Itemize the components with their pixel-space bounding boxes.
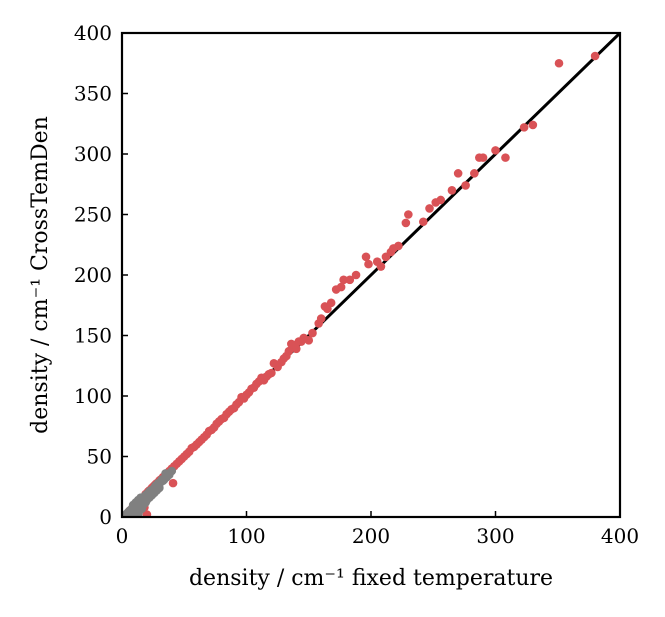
y-tick-label: 0 (99, 505, 112, 529)
x-tick-label: 200 (352, 524, 390, 548)
x-tick-label: 0 (116, 524, 129, 548)
data-point-series-1 (501, 153, 510, 162)
data-point-series-1 (331, 285, 341, 294)
y-tick-label: 50 (87, 445, 112, 469)
y-tick-label: 400 (74, 21, 112, 45)
data-point-series-1 (461, 181, 470, 190)
data-point-series-2 (122, 511, 129, 517)
data-point-series-1 (519, 123, 529, 132)
data-point-series-1 (351, 270, 361, 280)
data-point-series-1 (320, 302, 330, 311)
data-point-series-1 (447, 186, 457, 195)
data-point-series-1 (361, 252, 371, 262)
data-point-series-1 (401, 218, 411, 228)
y-tick-label: 150 (74, 324, 112, 348)
data-point-series-1 (475, 153, 484, 162)
ticks-layer: 0 100 200 300 400 0 50 100 150 200 250 300 350 400 (74, 21, 639, 548)
data-point-series-2 (133, 510, 143, 517)
data-point-series-1 (142, 510, 152, 517)
data-point-series-1 (528, 120, 538, 130)
data-point-series-1 (364, 259, 373, 269)
data-point-series-1 (554, 58, 564, 68)
y-tick-label: 200 (74, 263, 112, 287)
data-point-series-1 (168, 478, 178, 488)
data-point-series-1 (470, 169, 479, 178)
points-layer (122, 51, 600, 517)
data-point-series-1 (431, 198, 441, 207)
data-point-series-1 (287, 339, 296, 349)
y-tick-label: 350 (74, 82, 112, 106)
data-point-series-1 (453, 169, 463, 178)
y-tick-label: 250 (74, 203, 112, 227)
data-point-series-1 (381, 252, 391, 262)
x-tick-label: 300 (476, 524, 514, 548)
data-point-series-1 (404, 210, 413, 219)
y-tick-label: 300 (74, 142, 112, 166)
y-tick-label: 100 (74, 384, 112, 408)
x-tick-label: 400 (601, 524, 639, 548)
data-point-series-1 (372, 257, 382, 266)
data-point-series-1 (345, 275, 355, 285)
x-axis-label: density / cm⁻¹ fixed temperature (189, 566, 553, 591)
data-point-series-1 (308, 328, 317, 338)
data-point-series-1 (269, 359, 279, 368)
x-tick-label: 100 (227, 524, 265, 548)
data-point-series-1 (491, 146, 500, 155)
data-point-series-1 (314, 319, 324, 328)
data-point-series-2 (140, 499, 149, 508)
data-point-series-1 (418, 217, 428, 227)
data-point-series-2 (155, 483, 164, 493)
data-point-series-1 (339, 275, 348, 285)
y-axis-label: density / cm⁻¹ CrossTemDen (28, 116, 53, 434)
data-point-series-1 (425, 204, 434, 213)
data-point-series-1 (590, 51, 600, 61)
